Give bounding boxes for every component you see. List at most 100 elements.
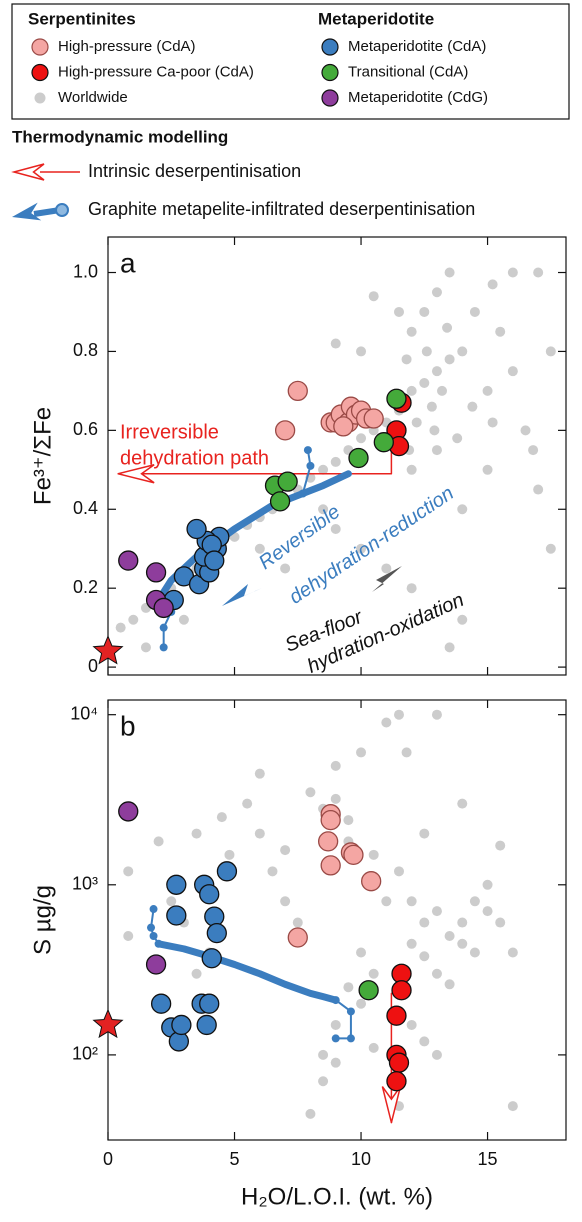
legend-label: High-pressure (CdA) xyxy=(58,38,196,55)
data-point xyxy=(216,861,238,882)
y-tick-label: 0.2 xyxy=(73,577,98,597)
data-point xyxy=(487,417,498,428)
model-node xyxy=(159,643,168,652)
data-point xyxy=(406,938,417,949)
data-point xyxy=(431,287,442,298)
data-point xyxy=(457,504,468,515)
data-point xyxy=(545,346,556,357)
data-point xyxy=(457,917,468,928)
data-point xyxy=(482,906,493,917)
data-point xyxy=(507,1101,518,1112)
annotation: Irreversible xyxy=(120,421,219,443)
data-point xyxy=(361,871,382,892)
y-axis-label: S µg/g xyxy=(29,885,56,955)
legend-marker xyxy=(321,63,339,82)
model-node xyxy=(298,489,307,498)
data-point xyxy=(406,1019,417,1030)
data-point xyxy=(166,896,177,907)
data-point xyxy=(196,1014,217,1036)
data-point xyxy=(431,906,442,917)
plot-frame xyxy=(107,699,567,1141)
data-point xyxy=(431,445,442,456)
data-point xyxy=(330,793,341,804)
data-point xyxy=(419,951,430,962)
x-tick-label: 5 xyxy=(230,1149,240,1169)
data-point xyxy=(457,346,468,357)
data-point xyxy=(123,866,134,877)
data-point xyxy=(330,524,341,534)
data-point xyxy=(318,464,329,475)
data-point xyxy=(280,563,291,574)
model-node xyxy=(331,996,340,1005)
data-point xyxy=(533,267,544,278)
data-point xyxy=(419,917,430,928)
data-point xyxy=(191,828,202,839)
legend-label: Worldwide xyxy=(58,89,128,106)
data-point xyxy=(419,306,430,317)
data-point xyxy=(495,917,506,928)
data-point xyxy=(528,445,539,456)
data-point xyxy=(457,938,468,949)
data-point xyxy=(318,504,329,515)
data-point xyxy=(320,855,341,876)
legend-marker xyxy=(321,38,339,56)
data-point xyxy=(280,845,291,856)
legend-marker xyxy=(321,89,339,107)
legend-label: Metaperidotite (CdG) xyxy=(348,89,488,106)
y-tick-label: 10⁴ xyxy=(70,703,98,723)
data-point xyxy=(419,828,430,839)
x-tick-label: 0 xyxy=(103,1149,113,1169)
data-point xyxy=(305,787,316,798)
x-axis-label: H₂O/L.O.I. (wt. %) xyxy=(241,1183,433,1210)
panel-label: b xyxy=(120,710,136,741)
data-point xyxy=(431,1049,442,1060)
data-point xyxy=(386,1005,407,1026)
model-node xyxy=(159,623,168,632)
y-tick-label: 0 xyxy=(88,656,98,676)
data-point xyxy=(333,416,354,437)
data-point xyxy=(444,930,455,941)
plot-frame xyxy=(107,236,567,676)
data-point xyxy=(330,1057,341,1068)
data-point xyxy=(280,896,291,907)
data-point xyxy=(391,980,412,1001)
data-point xyxy=(186,518,207,540)
arrow-head xyxy=(11,163,45,181)
data-point xyxy=(444,979,455,990)
data-point xyxy=(406,464,417,475)
data-point xyxy=(507,947,518,958)
data-point xyxy=(406,896,417,907)
model-path xyxy=(150,908,160,945)
data-point xyxy=(469,306,480,317)
y-tick-label: 10³ xyxy=(72,874,98,894)
data-point xyxy=(330,338,341,349)
data-point xyxy=(274,420,296,441)
legend-path-node xyxy=(55,203,69,217)
data-point xyxy=(363,408,384,429)
legend-label: Transitional (CdA) xyxy=(348,63,468,80)
legend-title: Metaperidotite xyxy=(318,9,434,28)
data-point xyxy=(426,401,437,412)
legend-title: Serpentinites xyxy=(28,9,136,28)
y-tick-label: 1.0 xyxy=(73,261,98,281)
data-point xyxy=(431,366,442,377)
data-point xyxy=(421,346,432,357)
data-point xyxy=(401,747,412,758)
annotation: dehydration-reduction xyxy=(285,482,458,608)
data-point xyxy=(431,968,442,979)
data-point xyxy=(381,563,392,574)
model-node xyxy=(149,905,158,914)
data-point xyxy=(330,456,341,467)
data-point xyxy=(419,1036,430,1047)
data-point xyxy=(128,614,139,625)
data-point xyxy=(199,993,220,1014)
data-point xyxy=(437,385,448,396)
data-point xyxy=(444,354,455,365)
data-point xyxy=(115,622,126,633)
data-point xyxy=(254,543,265,554)
panel-label: a xyxy=(120,247,136,278)
modelling-label: Intrinsic deserpentinisation xyxy=(88,161,301,181)
data-point xyxy=(356,998,367,1009)
data-point xyxy=(356,433,367,444)
data-point xyxy=(224,849,235,860)
